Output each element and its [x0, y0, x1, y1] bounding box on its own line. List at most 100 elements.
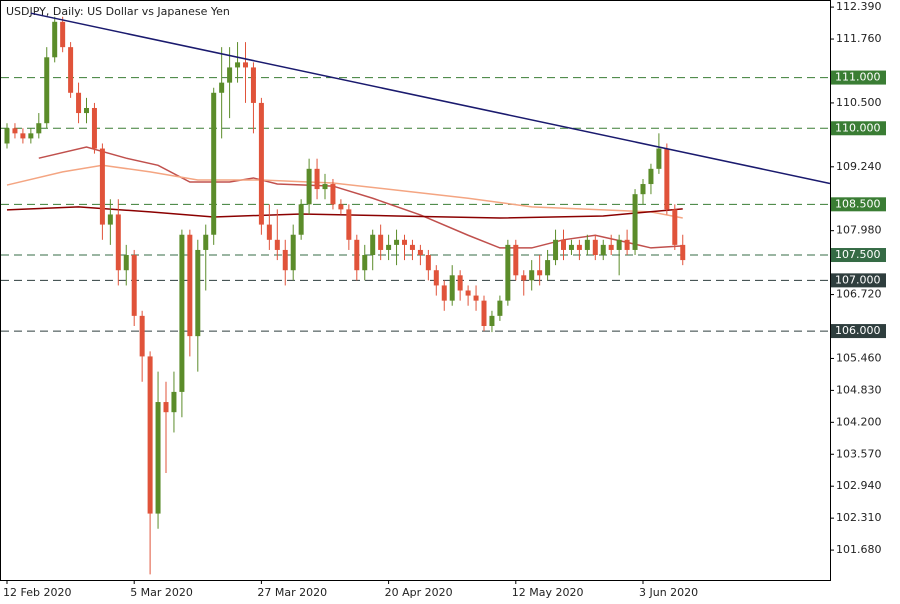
- candle-body: [306, 168, 312, 205]
- candle-body: [425, 255, 431, 271]
- candle-body: [449, 275, 455, 301]
- candle-body: [553, 239, 559, 261]
- candle-body: [330, 184, 336, 205]
- candle-body: [60, 21, 66, 48]
- candle-body: [513, 244, 519, 276]
- candle-body: [362, 255, 368, 271]
- candle-body: [314, 168, 320, 190]
- y-tick-label: 105.460: [836, 351, 882, 364]
- candle-body: [656, 148, 662, 169]
- candle-body: [107, 214, 113, 225]
- y-tick-label: 107.980: [836, 224, 882, 237]
- candle-body: [115, 214, 121, 271]
- candle-body: [584, 239, 590, 250]
- candle-body: [640, 184, 646, 195]
- candle-body: [378, 234, 384, 250]
- candle-body: [266, 224, 272, 240]
- candle-body: [52, 21, 58, 58]
- x-tick-label: 3 Jun 2020: [639, 586, 698, 599]
- candle-body: [91, 107, 97, 149]
- candle-body: [624, 239, 630, 250]
- candle-body: [394, 239, 400, 245]
- y-tick-label: 109.240: [836, 160, 882, 173]
- candle-body: [322, 184, 328, 190]
- candle-body: [338, 204, 344, 210]
- candle-body: [68, 47, 74, 93]
- y-tick-label: 112.390: [836, 0, 882, 13]
- candle-body: [219, 82, 225, 93]
- level-box: [831, 197, 886, 212]
- candle-body: [457, 275, 463, 291]
- x-tick-label: 12 Feb 2020: [3, 586, 71, 599]
- candle-body: [505, 244, 511, 301]
- level-box: [831, 121, 886, 136]
- candle-body: [354, 239, 360, 271]
- candle-body: [179, 234, 185, 392]
- candle-body: [370, 234, 376, 256]
- candle-body: [346, 209, 352, 240]
- level-box: [831, 70, 886, 85]
- candle-body: [433, 270, 439, 286]
- x-tick-label: 27 Mar 2020: [257, 586, 327, 599]
- candle-body: [44, 57, 50, 124]
- candle-body: [600, 244, 606, 256]
- candle-body: [282, 249, 288, 271]
- candle-body: [481, 300, 487, 326]
- y-tick-label: 101.680: [836, 543, 882, 556]
- candle-body: [465, 290, 471, 296]
- candle-body: [672, 209, 678, 245]
- candle-body: [545, 260, 551, 276]
- candle-body: [489, 315, 495, 326]
- level-box: [831, 273, 886, 288]
- x-tick-label: 20 Apr 2020: [385, 586, 453, 599]
- candle-body: [20, 133, 26, 139]
- candle-body: [4, 128, 10, 144]
- candle-body: [680, 244, 686, 261]
- candle-body: [402, 239, 407, 245]
- x-tick-label: 5 Mar 2020: [130, 586, 193, 599]
- candle-body: [258, 102, 264, 225]
- level-box: [831, 248, 886, 263]
- candle-body: [36, 123, 42, 134]
- candle-body: [608, 244, 614, 250]
- candle-body: [664, 148, 670, 210]
- y-tick-label: 102.940: [836, 479, 882, 492]
- y-tick-label: 111.760: [836, 32, 882, 45]
- x-tick-label: 12 May 2020: [512, 586, 584, 599]
- candle-body: [537, 270, 543, 276]
- candle-body: [497, 300, 503, 316]
- candle-body: [123, 255, 129, 271]
- trendline: [30, 12, 831, 185]
- candle-body: [139, 315, 145, 357]
- candle-body: [386, 244, 392, 250]
- level-label: 106.000: [835, 324, 881, 337]
- y-tick-label: 104.200: [836, 415, 882, 428]
- candle-body: [632, 194, 638, 250]
- y-tick-label: 102.310: [836, 511, 882, 524]
- candle-body: [147, 356, 153, 514]
- candle-body: [171, 391, 177, 413]
- candle-body: [521, 275, 527, 281]
- level-label: 107.000: [835, 273, 881, 286]
- chart-title: USDJPY, Daily: US Dollar vs Japanese Yen: [6, 5, 230, 18]
- candle-body: [211, 92, 217, 235]
- candle-body: [417, 249, 423, 256]
- candle-body: [243, 62, 248, 68]
- level-box: [831, 324, 886, 339]
- candle-body: [648, 168, 654, 185]
- candle-body: [561, 239, 566, 250]
- candle-body: [592, 239, 598, 256]
- level-label: 111.000: [835, 71, 881, 84]
- y-tick-label: 110.500: [836, 96, 882, 109]
- candle-body: [203, 234, 209, 250]
- candle-body: [568, 244, 574, 250]
- candle-body: [195, 249, 201, 337]
- candle-body: [529, 270, 535, 281]
- y-tick-label: 104.830: [836, 383, 882, 396]
- candle-body: [131, 255, 137, 316]
- level-label: 108.500: [835, 197, 881, 210]
- candle-body: [76, 92, 82, 114]
- candle-body: [290, 234, 296, 271]
- candle-body: [274, 239, 280, 250]
